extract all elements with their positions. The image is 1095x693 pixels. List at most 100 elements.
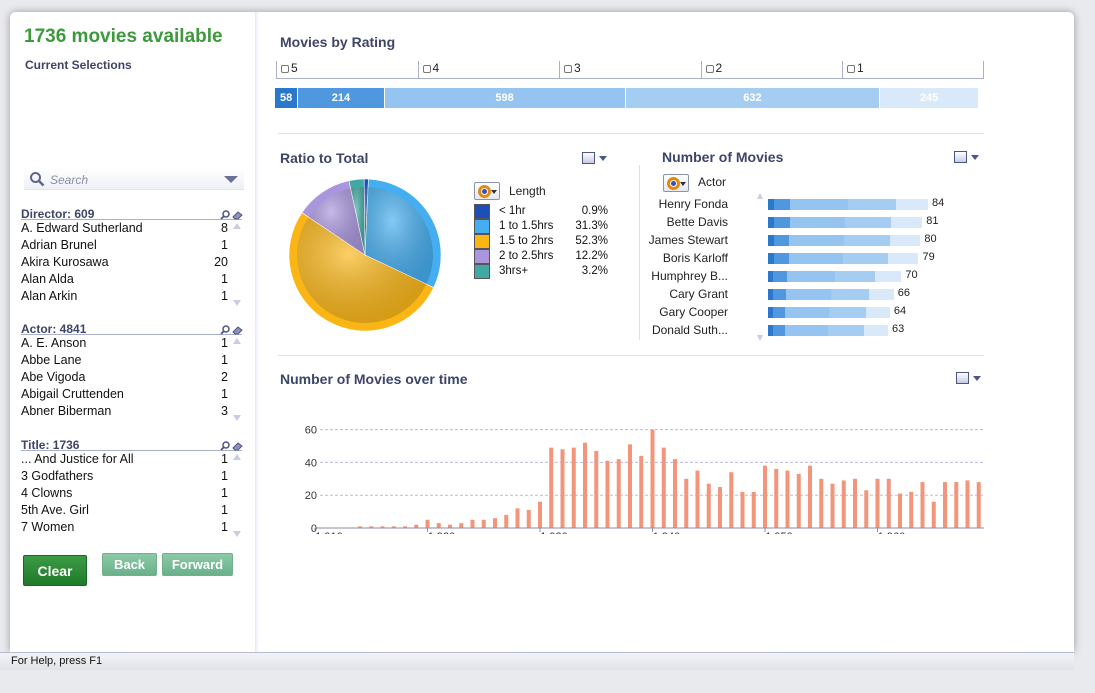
timeline-bar[interactable]: [796, 473, 801, 528]
chart-menu-icon[interactable]: [956, 372, 984, 385]
timeline-bar[interactable]: [403, 526, 407, 528]
rating-filter-1[interactable]: 1: [842, 61, 864, 79]
legend-item[interactable]: 2 to 2.5hrs 12.2%: [474, 249, 608, 264]
cycle-dimension-icon[interactable]: [663, 174, 689, 192]
timeline-bar[interactable]: [481, 519, 486, 528]
rating-filter-5[interactable]: 5: [276, 61, 298, 79]
timeline-bar[interactable]: [594, 450, 599, 528]
rating-filter-4[interactable]: 4: [417, 61, 439, 79]
back-button[interactable]: Back: [102, 553, 157, 576]
actor-row[interactable]: Boris Karloff 79: [650, 249, 950, 267]
timeline-bar[interactable]: [583, 442, 587, 528]
timeline-bar[interactable]: [920, 482, 925, 528]
list-item[interactable]: A. E. Anson 1: [21, 335, 242, 352]
listbox-scrollbar[interactable]: [232, 221, 242, 306]
list-item[interactable]: ... And Justice for All 1: [21, 451, 242, 468]
rating-segment[interactable]: 632: [625, 88, 880, 108]
legend-item[interactable]: < 1hr 0.9%: [474, 204, 608, 219]
timeline-bar[interactable]: [853, 478, 857, 528]
list-item[interactable]: Akira Kurosawa 20: [21, 254, 242, 271]
listbox-scrollbar[interactable]: [232, 336, 242, 421]
list-item[interactable]: Adrian Brunel 1: [21, 237, 242, 254]
checkbox-icon[interactable]: [847, 65, 855, 73]
timeline-bar[interactable]: [819, 478, 824, 528]
list-item[interactable]: 4 Clowns 1: [21, 485, 242, 502]
timeline-bar[interactable]: [616, 459, 621, 528]
actor-row[interactable]: Gary Cooper 64: [650, 303, 950, 321]
timeline-bar[interactable]: [943, 482, 947, 528]
actor-row[interactable]: Donald Suth... 63: [650, 321, 950, 339]
timeline-bar[interactable]: [549, 447, 554, 528]
timeline-bar[interactable]: [695, 470, 700, 528]
timeline-bar[interactable]: [740, 491, 745, 528]
timeline-bar[interactable]: [774, 468, 779, 528]
search-icon[interactable]: [220, 322, 230, 335]
list-item[interactable]: 3 Godfathers 1: [21, 468, 242, 485]
rating-segment[interactable]: 58: [275, 88, 298, 108]
eraser-icon[interactable]: [232, 438, 243, 451]
actor-row[interactable]: Cary Grant 66: [650, 285, 950, 303]
chart-menu-icon[interactable]: [954, 151, 982, 164]
timeline-bar[interactable]: [886, 478, 891, 528]
timeline-bar[interactable]: [808, 465, 812, 528]
timeline-bar[interactable]: [605, 460, 610, 528]
actor-bar[interactable]: [768, 289, 894, 300]
timeline-bar[interactable]: [751, 491, 756, 528]
list-item[interactable]: Alan Alda 1: [21, 271, 242, 288]
timeline-bar[interactable]: [470, 519, 475, 528]
actor-row[interactable]: James Stewart 80: [649, 231, 950, 249]
actor-bar[interactable]: [768, 235, 921, 246]
timeline-bar[interactable]: [830, 483, 835, 528]
timeline-bar[interactable]: [515, 508, 520, 528]
timeline-bar[interactable]: [380, 526, 385, 528]
legend-item[interactable]: 1.5 to 2hrs 52.3%: [474, 234, 608, 249]
actor-row[interactable]: Bette Davis 81: [650, 213, 950, 231]
actor-bar[interactable]: [768, 217, 923, 228]
rating-filter-3[interactable]: 3: [559, 61, 581, 79]
timeline-bar[interactable]: [841, 480, 846, 528]
timeline-chart[interactable]: 02040601 9101 9201 9301 9401 9501 9601 9…: [280, 404, 984, 534]
timeline-bar[interactable]: [425, 519, 430, 528]
checkbox-icon[interactable]: [705, 65, 714, 73]
eraser-icon[interactable]: [232, 322, 243, 335]
scroll-down-icon[interactable]: [233, 531, 241, 537]
actor-bar[interactable]: [768, 325, 888, 336]
search-box[interactable]: Search: [24, 168, 244, 190]
forward-button[interactable]: Forward: [162, 553, 233, 576]
scroll-down-icon[interactable]: [233, 415, 241, 421]
timeline-bar[interactable]: [729, 472, 734, 528]
timeline-bar[interactable]: [706, 483, 711, 528]
clear-button[interactable]: Clear: [23, 555, 87, 586]
checkbox-icon[interactable]: [564, 65, 572, 73]
scroll-up-icon[interactable]: [757, 193, 763, 199]
timeline-bar[interactable]: [931, 501, 936, 528]
timeline-bar[interactable]: [628, 444, 632, 528]
timeline-bar[interactable]: [358, 526, 362, 528]
timeline-bar[interactable]: [493, 518, 497, 528]
list-item[interactable]: Alan Arkin 1: [21, 288, 242, 305]
timeline-bar[interactable]: [391, 526, 396, 528]
rating-filter-2[interactable]: 2: [700, 61, 722, 79]
rating-segment[interactable]: 214: [298, 88, 384, 108]
scroll-up-icon[interactable]: [233, 338, 241, 344]
scroll-down-icon[interactable]: [233, 300, 241, 306]
timeline-bar[interactable]: [538, 501, 542, 528]
timeline-bar[interactable]: [650, 429, 655, 528]
listbox-actor[interactable]: Actor: 4841 A. E. Anson 1 Abbe Lane 1 Abe Vig…: [21, 320, 243, 421]
timeline-bar[interactable]: [661, 447, 666, 528]
scroll-up-icon[interactable]: [233, 454, 241, 460]
scroll-down-icon[interactable]: [757, 335, 763, 341]
rating-segment[interactable]: 245: [880, 88, 978, 108]
list-item[interactable]: 5th Ave. Girl 1: [21, 502, 242, 519]
listbox-title[interactable]: Title: 1736... And Justice for All 1 3 God…: [21, 436, 243, 537]
timeline-bar[interactable]: [864, 490, 869, 528]
timeline-bar[interactable]: [571, 447, 576, 528]
eraser-icon[interactable]: [232, 207, 243, 220]
list-item[interactable]: Abner Biberman 3: [21, 403, 242, 420]
listbox-director[interactable]: Director: 609 A. Edward Sutherland 8 Adrian…: [21, 205, 243, 306]
timeline-bar[interactable]: [785, 470, 790, 528]
timeline-bar[interactable]: [763, 465, 767, 528]
legend-item[interactable]: 1 to 1.5hrs 31.3%: [474, 219, 608, 234]
checkbox-icon[interactable]: [422, 65, 431, 73]
pie-chart[interactable]: [286, 176, 444, 334]
